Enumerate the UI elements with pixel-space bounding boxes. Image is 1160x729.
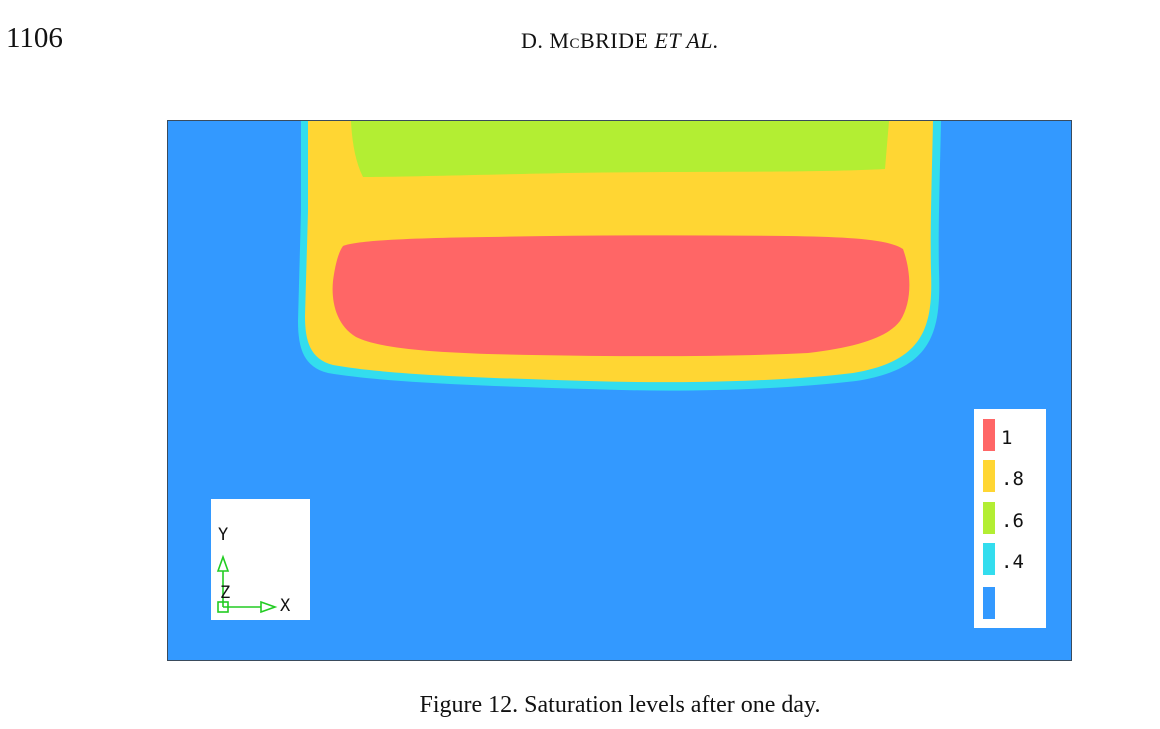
axis-z-label: Z (220, 583, 231, 603)
legend-swatch (983, 460, 995, 492)
author-suffix: ET AL. (654, 28, 720, 53)
axis-arrows (216, 554, 278, 614)
page-number: 1106 (6, 22, 63, 54)
legend-item-06: .6 (974, 502, 1046, 538)
contour-level-1 (332, 235, 910, 357)
legend-swatch (983, 587, 995, 619)
legend-swatch (983, 502, 995, 534)
saturation-figure: Y Z X 1 .8 .6 .4 (167, 120, 1072, 661)
author-prefix: D. M (520, 28, 570, 53)
author-smallcap: C (569, 36, 580, 52)
contour-level-06 (351, 121, 889, 177)
legend-label: .4 (1001, 551, 1024, 573)
saturation-contour-plot (298, 121, 941, 391)
legend-label: 1 (1001, 427, 1013, 449)
legend-swatch (983, 419, 995, 451)
axis-triad: Y Z X (211, 499, 310, 620)
axis-x-label: X (280, 596, 291, 616)
figure-caption: Figure 12. Saturation levels after one d… (419, 692, 821, 718)
legend-label: .6 (1001, 510, 1024, 532)
author-name: BRIDE (579, 28, 649, 53)
legend-item-base (974, 587, 1046, 623)
legend-item-1: 1 (974, 419, 1046, 455)
running-head: D. MCBRIDE ET AL. (0, 28, 1160, 54)
axis-y-label: Y (218, 525, 229, 545)
legend-item-08: .8 (974, 460, 1046, 496)
axis-triad-arrows (216, 554, 278, 614)
legend-label: .8 (1001, 468, 1024, 490)
legend-swatch (983, 543, 995, 575)
color-legend: 1 .8 .6 .4 (974, 409, 1046, 628)
legend-item-04: .4 (974, 543, 1046, 579)
